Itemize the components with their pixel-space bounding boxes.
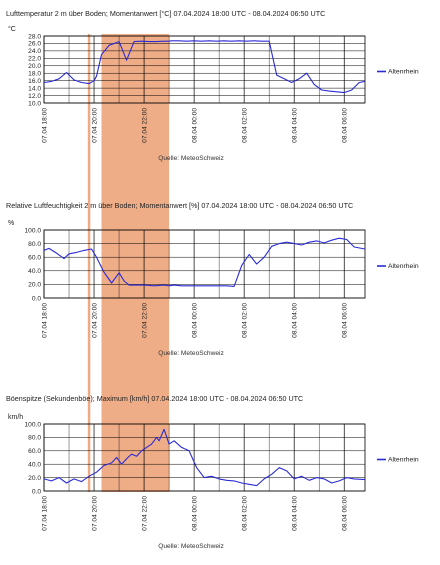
x-tick-label: 08.04 06:00 [342,108,349,143]
chart-title: Relative Luftfeuchtigkeit 2 m über Boden… [6,201,353,210]
legend-label: Altenrhein [388,263,419,270]
x-tick-label: 08.04 02:00 [242,496,249,531]
y-axis-unit: % [8,220,14,227]
y-tick-label: 100.0 [24,421,41,428]
chart-panel-3: Böenspitze (Sekundenböe); Maximum [km/h]… [6,394,419,550]
source-label: Quelle: MeteoSchweiz [158,350,224,357]
x-tick-label: 07.04 20:00 [92,303,99,338]
y-tick-label: 80.0 [28,241,41,248]
x-tick-label: 08.04 00:00 [192,108,199,143]
x-tick-label: 07.04 22:00 [142,496,149,531]
x-tick-label: 07.04 18:00 [42,108,49,143]
x-tick-label: 08.04 04:00 [292,496,299,531]
y-tick-label: 12.0 [28,93,41,100]
y-tick-label: 16.0 [28,78,41,85]
x-tick-label: 08.04 00:00 [192,496,199,531]
y-tick-label: 20.0 [28,475,41,482]
series-line-altenrhein [43,428,366,487]
x-tick-label: 08.04 06:00 [342,496,349,531]
y-tick-label: 20.0 [28,63,41,70]
x-tick-label: 07.04 20:00 [92,108,99,143]
x-tick-label: 08.04 04:00 [292,303,299,338]
series-line-altenrhein [43,40,366,94]
y-tick-label: 80.0 [28,435,41,442]
legend-label: Altenrhein [388,69,419,76]
x-tick-label: 07.04 18:00 [42,496,49,531]
plot-frame [43,423,366,492]
source-label: Quelle: MeteoSchweiz [158,543,224,550]
y-tick-label: 28.0 [28,33,41,40]
y-tick-label: 60.0 [28,255,41,262]
y-tick-label: 0.0 [32,488,41,495]
x-tick-label: 08.04 04:00 [292,108,299,143]
plot-frame [43,229,366,299]
y-tick-label: 20.0 [28,282,41,289]
y-tick-label: 100.0 [24,227,41,234]
chart-title: Lufttemperatur 2 m über Boden; Momentanw… [6,9,325,18]
chart-panel-2: Relative Luftfeuchtigkeit 2 m über Boden… [6,201,419,357]
x-tick-label: 07.04 22:00 [142,303,149,338]
y-tick-label: 40.0 [28,268,41,275]
y-tick-label: 26.0 [28,41,41,48]
chart-title: Böenspitze (Sekundenböe); Maximum [km/h]… [6,394,303,403]
y-tick-label: 24.0 [28,48,41,55]
x-tick-label: 08.04 00:00 [192,303,199,338]
highlight-band [101,34,170,492]
x-tick-label: 08.04 06:00 [342,303,349,338]
x-tick-label: 07.04 18:00 [42,303,49,338]
y-axis-unit: °C [8,25,16,33]
x-tick-label: 08.04 02:00 [242,108,249,143]
y-tick-label: 40.0 [28,462,41,469]
source-label: Quelle: MeteoSchweiz [158,155,224,162]
x-tick-label: 07.04 22:00 [142,108,149,143]
y-axis-unit: km/h [8,414,23,421]
x-tick-label: 08.04 02:00 [242,303,249,338]
y-tick-label: 0.0 [32,295,41,302]
plot-frame [43,35,366,104]
y-tick-label: 10.0 [28,100,41,107]
y-tick-label: 60.0 [28,448,41,455]
highlight-band [87,34,91,492]
chart-panel-1: Lufttemperatur 2 m über Boden; Momentanw… [6,9,419,162]
x-tick-label: 07.04 20:00 [92,496,99,531]
series-line-altenrhein [43,237,366,287]
y-tick-label: 14.0 [28,85,41,92]
legend-label: Altenrhein [388,457,419,464]
y-tick-label: 22.0 [28,56,41,63]
y-tick-label: 18.0 [28,71,41,78]
